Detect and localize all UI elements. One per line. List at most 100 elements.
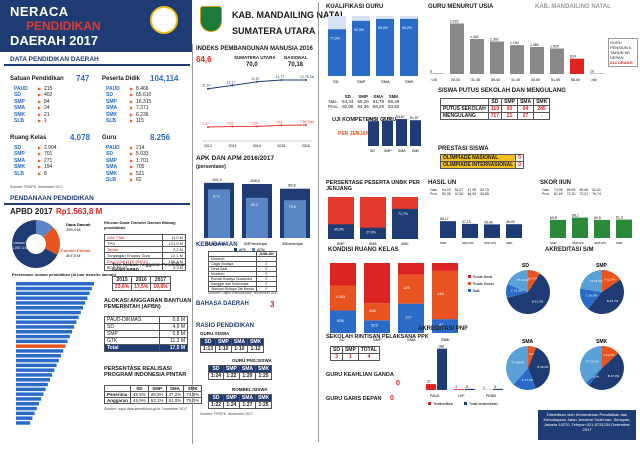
table-row: SD SMP TOTAL xyxy=(330,346,381,354)
pie-label: TT 22,5% xyxy=(589,279,602,283)
data-label: 5 xyxy=(466,385,468,389)
bar xyxy=(490,41,504,74)
table-row: Tunjangan Khusus Guru 12,1 M xyxy=(104,252,187,259)
list-key: SMK xyxy=(14,111,26,118)
list-value: 8.466 xyxy=(136,86,149,92)
list-key: SMP xyxy=(14,151,25,158)
list-value: 6.236 xyxy=(136,111,149,118)
data-label: 27,0% xyxy=(366,231,376,235)
data-label: 12,78 Tahun xyxy=(300,75,314,79)
putus-col: SMK xyxy=(533,98,551,106)
ranking-bar xyxy=(16,387,46,392)
tick-label: SMP xyxy=(373,337,382,342)
putus-col: SMP xyxy=(501,98,518,106)
list-value: 84 xyxy=(44,98,50,105)
data-point xyxy=(231,125,234,128)
list-item: SMP ▶ 84 xyxy=(14,99,52,105)
arrow-icon: ▶ xyxy=(38,86,42,91)
gurusiswa-table: SD SMP SMA SMK 1:13 1:10 1:10 1:12 xyxy=(199,338,265,353)
alokasi-total-label: Total xyxy=(104,344,160,352)
rombel-table: SD SMP SMA SMK 1:22 1:24 1:27 1:25 xyxy=(207,394,273,409)
list-item: SMP ▶ 16.315 xyxy=(106,99,151,105)
akreditasi-pie-charts: SD A 9,2% B 61,3% C 10,2% TT 19,3% SMP A 15,5%… xyxy=(506,263,624,390)
list-key: SD xyxy=(14,145,21,151)
arrow-icon: ▶ xyxy=(130,98,134,104)
ranking-bar xyxy=(16,354,61,358)
usia-bar-chart: 6 <26 2.022 26-30 1.400 31-35 1.302 36-40 1.154 4… xyxy=(430,19,604,82)
table-row: Prov. 50,05 54,35 59,28 53,82 xyxy=(326,104,401,109)
list-value: 24 xyxy=(44,105,50,112)
bar xyxy=(484,224,500,238)
ukg-value: 59,29 xyxy=(357,99,369,104)
bar xyxy=(570,58,584,74)
baik-bar xyxy=(330,310,356,333)
data-label: 127 xyxy=(405,314,412,319)
ukg-value: 50,05 xyxy=(342,104,354,109)
callout-value: 614 ORANG xyxy=(610,60,633,65)
tick-label: SD xyxy=(370,149,375,153)
alokasi-value: 0,8 M xyxy=(158,316,189,324)
pie-slice xyxy=(528,270,541,292)
tick-label: 51-55 xyxy=(551,78,560,82)
un-value: 76,74 xyxy=(592,192,601,196)
rasio-value: 1:22 xyxy=(207,401,225,409)
legend-swatch xyxy=(234,248,237,251)
ranking-bar xyxy=(16,310,81,315)
ranking-bar xyxy=(16,402,39,406)
table-row: 23,6% 17,5% 19,8% xyxy=(111,283,171,291)
realisasi-value: 47,2% xyxy=(165,391,185,398)
ipm-prov: 70,0 xyxy=(246,62,258,68)
realisasi-value: 48,0% xyxy=(147,391,167,398)
legend-label: Tidak terakreditasi xyxy=(469,402,498,406)
putus-value: 717 xyxy=(487,112,503,120)
footer-note: Diterbitkan oleh Kementerian Pendidikan … xyxy=(538,410,636,440)
tick-label: PAUD xyxy=(430,394,440,398)
pnf-bar-chart: 27 188 PAUD 4 5 LKP 1 5 PKBM Terakreditasi Tidak t… xyxy=(426,345,503,406)
un-value: 66,59 xyxy=(566,188,576,192)
table-row: PAUD-DIKMAS 0,8 M xyxy=(104,316,189,324)
data-label: 46,03 xyxy=(506,220,515,224)
list-item: PAUD ▶ 8.466 xyxy=(106,86,151,92)
pie-slice xyxy=(513,368,536,390)
source-note: Sumber: PDSPK, November 2017 xyxy=(200,412,253,416)
data-label: 68,1 xyxy=(572,214,579,218)
bar xyxy=(368,121,379,146)
pns-table: SD SMP SMA SMK 1:24 1:22 1:20 1:25 xyxy=(207,365,273,380)
kebud-name: Warisan Budaya Tak Benda xyxy=(208,286,257,292)
ukg-col: SMP xyxy=(358,94,368,99)
ipm-title: INDEKS PEMBANGUNAN MANUSIA 2016 xyxy=(196,46,313,52)
alokasi-name: SD xyxy=(104,323,160,331)
divider xyxy=(192,44,193,444)
ukg-value: 61,78 xyxy=(372,99,384,104)
list-item: PAUD ▶ 215 xyxy=(14,86,52,92)
ppk-col: TOTAL xyxy=(357,346,381,354)
tick-label: SMK xyxy=(401,242,409,245)
bar xyxy=(506,224,522,238)
list-value: 16.315 xyxy=(136,98,152,105)
kebudayaan-table: JUMLAH Museum - Cagar Budaya 0 Desa Adat 0 Muse… xyxy=(208,251,277,292)
rasio-col: SMK xyxy=(254,394,273,402)
rasio-col: SMA xyxy=(230,338,248,346)
un-row-label: Prov. xyxy=(430,192,438,196)
arrow-icon: ▶ xyxy=(38,164,42,170)
rasio-col: SD xyxy=(207,365,225,373)
bar xyxy=(616,219,632,238)
list-value: 8 xyxy=(44,170,47,177)
putus-value: 21 xyxy=(501,112,518,120)
tren-year: 2016 xyxy=(131,276,152,284)
sedang-bar xyxy=(330,285,356,311)
data-label: 49,70 xyxy=(368,117,377,121)
satuan-title: Satuan Pendidikan xyxy=(10,76,64,82)
donut-slice xyxy=(12,220,58,268)
rasio-col: SMP xyxy=(215,338,232,346)
data-point xyxy=(207,125,209,128)
arrow-icon: ▶ xyxy=(38,98,42,104)
ranking-bar xyxy=(16,291,90,296)
rasio-col: SMA xyxy=(238,394,256,402)
list-value: 215 xyxy=(44,86,53,92)
data-label: 71,7% xyxy=(398,212,408,216)
kebud-value: 0 xyxy=(256,286,277,292)
